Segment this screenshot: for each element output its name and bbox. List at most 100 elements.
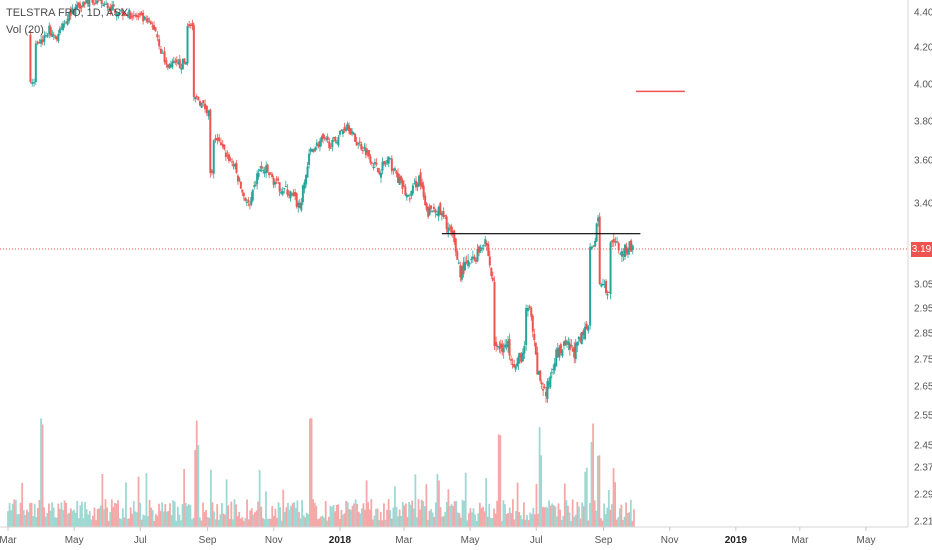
volume-bar bbox=[176, 506, 179, 527]
volume-bar bbox=[416, 517, 418, 527]
volume-bar bbox=[81, 501, 83, 527]
candle-body bbox=[60, 27, 63, 29]
volume-bar bbox=[115, 503, 118, 527]
volume-bar bbox=[203, 511, 206, 527]
volume-bar bbox=[301, 500, 304, 527]
volume-bar bbox=[548, 500, 550, 527]
volume-bar bbox=[585, 467, 588, 527]
volume-bar bbox=[118, 517, 121, 527]
volume-bar bbox=[172, 500, 175, 527]
candle-body bbox=[534, 342, 537, 355]
volume-bar bbox=[518, 512, 521, 527]
volume-bar bbox=[604, 514, 607, 527]
candle-body bbox=[146, 18, 149, 23]
candle-body bbox=[505, 344, 508, 346]
volume-bar bbox=[526, 515, 528, 527]
candle-body bbox=[539, 370, 542, 381]
volume-bar bbox=[596, 455, 599, 527]
candle-body bbox=[546, 381, 549, 399]
volume-bar bbox=[401, 502, 404, 527]
candle-body bbox=[171, 61, 174, 68]
volume-bar bbox=[43, 507, 46, 527]
volume-bar bbox=[10, 510, 13, 527]
candle-body bbox=[281, 191, 284, 195]
volume-bar bbox=[452, 505, 455, 527]
candle-body bbox=[175, 59, 178, 63]
volume-bar bbox=[247, 519, 250, 527]
volume-bar bbox=[578, 506, 580, 527]
volume-bar bbox=[519, 515, 522, 527]
candle-body bbox=[517, 356, 520, 364]
candle-body bbox=[326, 136, 329, 141]
candle-body bbox=[91, 0, 94, 3]
volume-bar bbox=[378, 519, 381, 527]
candlesticks bbox=[29, 0, 634, 403]
x-tick-label: May bbox=[461, 535, 480, 546]
candle-body bbox=[498, 346, 501, 349]
candle-body bbox=[298, 202, 301, 208]
volume-bar bbox=[165, 511, 168, 527]
candle-body bbox=[558, 346, 561, 358]
y-tick-label: 3.60 bbox=[914, 156, 932, 167]
volume-bar bbox=[123, 517, 126, 527]
volume-bar bbox=[348, 508, 351, 527]
volume-bar bbox=[496, 500, 499, 527]
x-tick-label: 2018 bbox=[329, 535, 352, 546]
candle-body bbox=[202, 100, 205, 104]
volume-bar bbox=[620, 504, 623, 527]
volume-bar bbox=[549, 505, 552, 527]
candle-body bbox=[205, 105, 208, 114]
volume-bar bbox=[408, 502, 410, 527]
time-axis[interactable]: Mar May Jul Sep Nov 2018 Mar May Jul Sep Nov 2019 Ma… bbox=[0, 527, 875, 546]
volume-bar bbox=[22, 510, 25, 527]
volume-bar bbox=[147, 516, 149, 527]
candle-body bbox=[617, 243, 620, 251]
candle-body bbox=[402, 185, 405, 187]
x-tick-label: Mar bbox=[395, 535, 413, 546]
candle-body bbox=[140, 12, 143, 16]
candle-body bbox=[373, 162, 376, 165]
volume-bar bbox=[230, 501, 233, 527]
volume-bar bbox=[112, 506, 115, 527]
volume-bar bbox=[568, 512, 571, 527]
candle-body bbox=[58, 28, 61, 34]
candle-body bbox=[137, 16, 140, 18]
x-tick-label: May bbox=[65, 535, 84, 546]
volume-bar bbox=[628, 512, 631, 527]
candle-body bbox=[540, 382, 543, 385]
volume-bar bbox=[110, 499, 113, 527]
candle-body bbox=[611, 240, 614, 243]
candle-body bbox=[51, 33, 54, 37]
candle-body bbox=[156, 34, 159, 38]
candle-body bbox=[553, 363, 556, 371]
volume-legend[interactable]: Vol (20) bbox=[6, 24, 44, 36]
volume-bar bbox=[576, 501, 579, 527]
price-axis[interactable]: 4.40 4.20 4.00 3.80 3.60 3.40 3.05 2.95 2.85 2.75… bbox=[914, 8, 932, 528]
candle-body bbox=[126, 14, 129, 16]
candle-body bbox=[266, 164, 269, 172]
volume-bar bbox=[606, 507, 609, 527]
volume-bar bbox=[88, 511, 91, 527]
volume-bar bbox=[36, 507, 39, 527]
candle-body bbox=[149, 21, 152, 25]
candle-body bbox=[66, 18, 69, 25]
volume-bar bbox=[241, 517, 244, 527]
y-tick-label: 4.00 bbox=[914, 80, 932, 91]
candle-body bbox=[587, 326, 590, 332]
candle-body bbox=[418, 175, 421, 187]
x-tick-label: 2019 bbox=[725, 535, 748, 546]
volume-bar bbox=[356, 503, 359, 527]
volume-bar bbox=[573, 516, 576, 527]
volume-bar bbox=[427, 519, 429, 527]
candle-body bbox=[145, 19, 148, 21]
volume-bar bbox=[99, 505, 102, 527]
volume-bar bbox=[368, 509, 371, 527]
volume-bar bbox=[310, 418, 313, 527]
symbol-legend[interactable]: TELSTRA FPO, 1D, ASX bbox=[6, 7, 129, 19]
volume-bar bbox=[626, 513, 629, 527]
volume-bar bbox=[104, 499, 107, 527]
candle-body bbox=[289, 191, 292, 199]
candle-body bbox=[411, 185, 414, 194]
candle-body bbox=[334, 136, 337, 142]
